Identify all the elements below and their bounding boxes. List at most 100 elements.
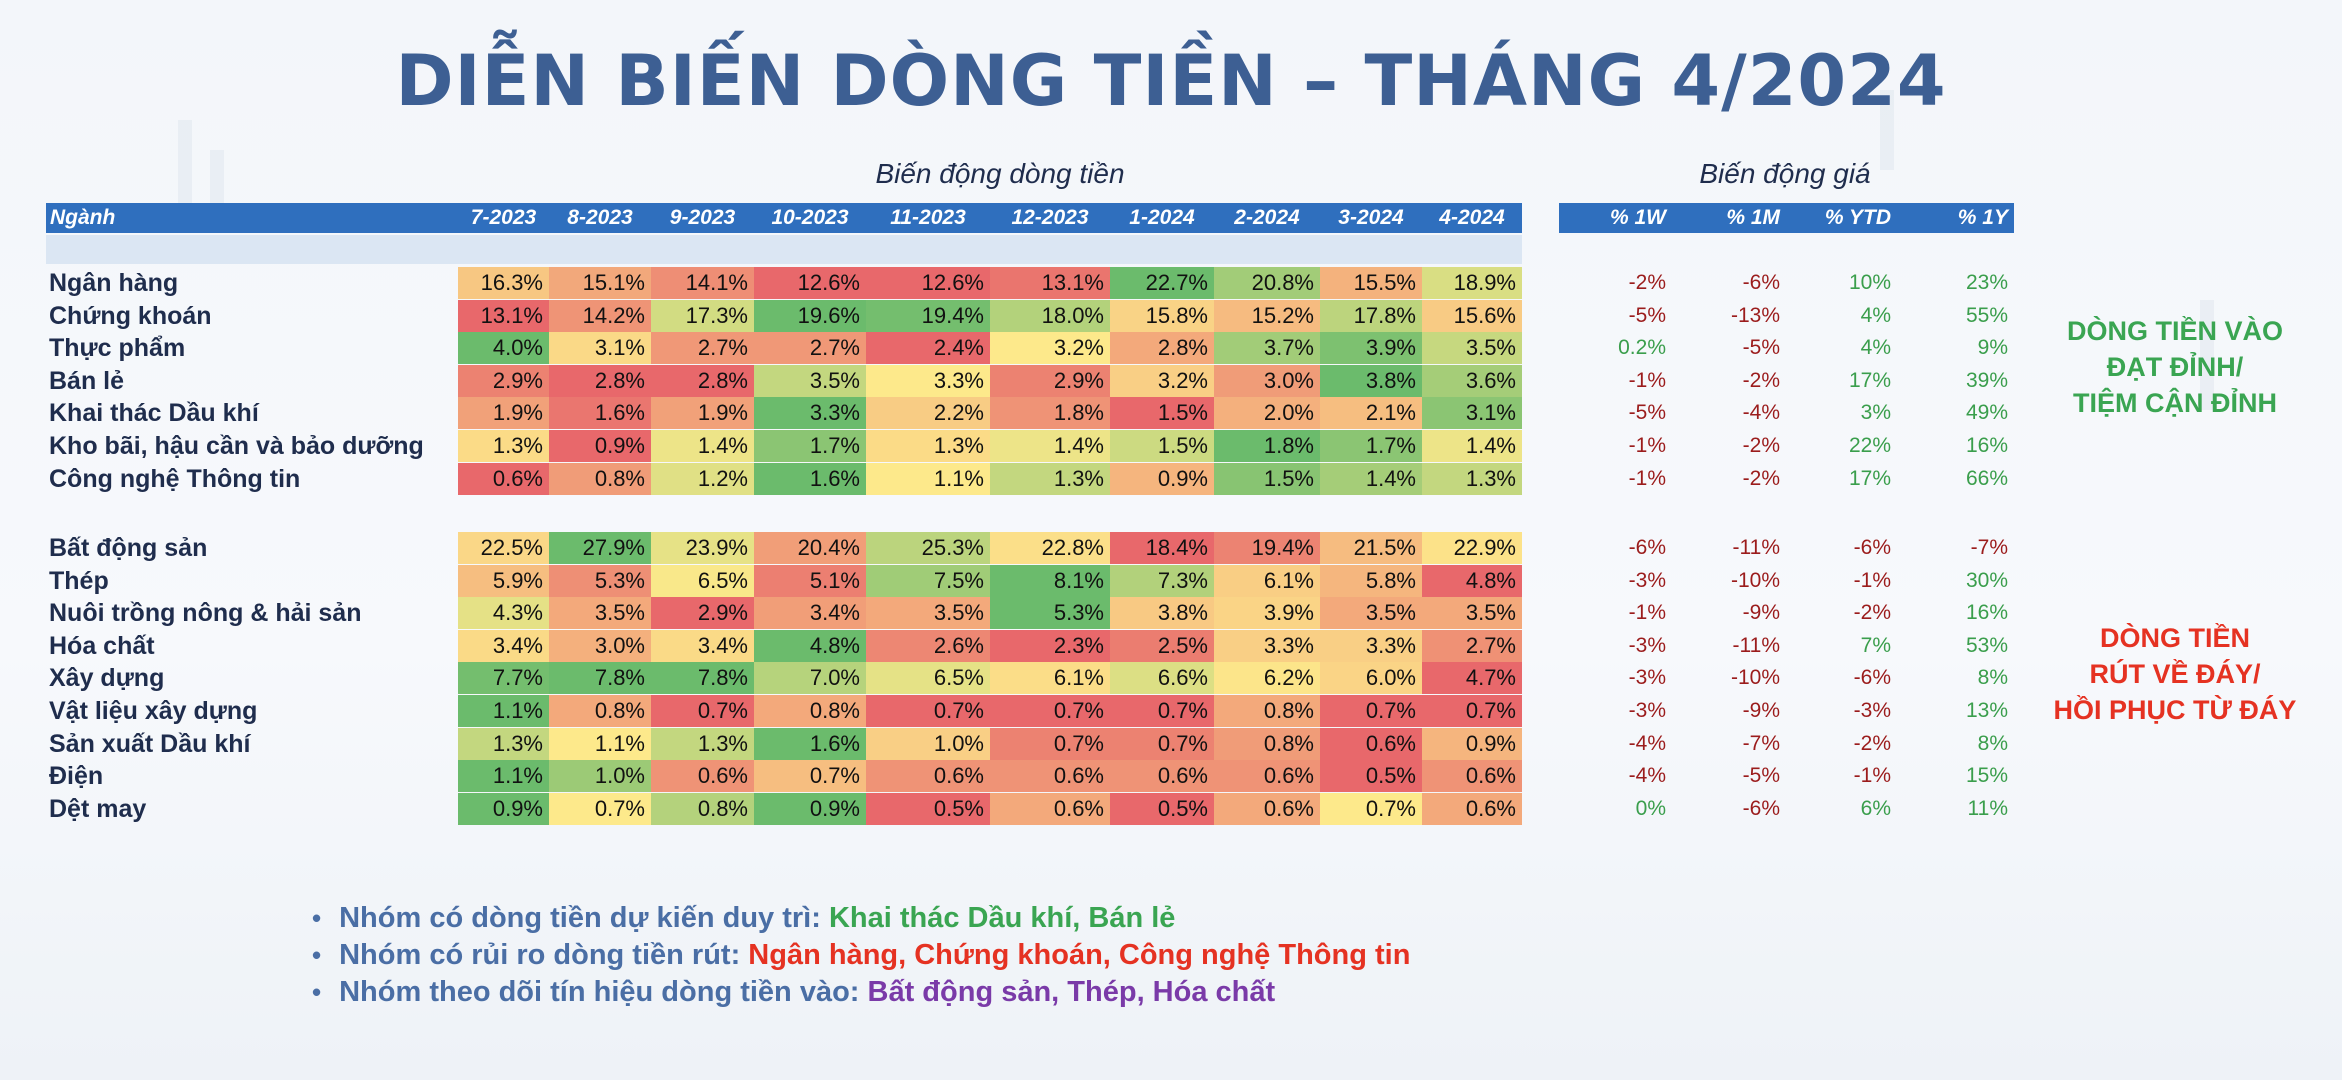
month-header: 10-2023 — [771, 206, 849, 229]
price-cell: -1% — [1853, 568, 1891, 592]
price-cell: -1% — [1628, 434, 1666, 457]
flow-cell: 18.0% — [990, 299, 1110, 332]
sector-label: Khai thác Dầu khí — [49, 399, 259, 428]
flow-cell: 0.9% — [458, 792, 549, 825]
flow-cell: 1.4% — [1320, 462, 1422, 495]
price-cell: -5% — [1742, 764, 1780, 788]
bullet-item: Nhóm có dòng tiền dự kiến duy trì: Khai … — [312, 900, 1410, 937]
price-cell: -3% — [1628, 568, 1666, 592]
flow-cell: 20.4% — [754, 532, 866, 564]
bullet-item: Nhóm có rủi ro dòng tiền rút: Ngân hàng,… — [312, 937, 1410, 974]
month-header: 11-2023 — [890, 206, 966, 229]
flow-cell: 27.9% — [549, 532, 651, 564]
flow-cell: 1.1% — [866, 462, 990, 495]
flow-cell: 6.5% — [651, 564, 754, 597]
flow-cell: 15.6% — [1422, 299, 1522, 332]
flow-header-row: Ngành 7-2023 8-2023 9-2023 10-2023 11-2023 12… — [46, 203, 1522, 233]
price-cell: 6% — [1860, 796, 1891, 820]
flow-cell: 1.0% — [549, 760, 651, 793]
flow-cell: 2.3% — [990, 629, 1110, 662]
flow-cell: 0.6% — [990, 792, 1110, 825]
flow-cell: 1.8% — [990, 397, 1110, 430]
month-header: 2-2024 — [1234, 206, 1300, 229]
month-header: 9-2023 — [669, 206, 736, 229]
flow-cell: 6.0% — [1320, 662, 1422, 695]
sector-label: Bán lẻ — [49, 366, 125, 395]
price-cell: 10% — [1848, 271, 1891, 294]
flow-cell: 0.7% — [651, 695, 754, 727]
note-outflow-bottom: DÒNG TIỀN RÚT VỀ ĐÁY/HỒI PHỤC TỪ ĐÁY — [2030, 620, 2320, 728]
price-cell: 3% — [1860, 401, 1891, 425]
flow-cell: 1.3% — [990, 462, 1110, 495]
page-title: DIỄN BIẾN DÒNG TIỀN – THÁNG 4/2024 — [395, 40, 1947, 122]
price-cell: -11% — [1732, 536, 1780, 559]
flow-cell: 19.6% — [754, 299, 866, 332]
flow-cell: 20.8% — [1214, 267, 1320, 299]
flow-cell: 0.8% — [1214, 727, 1320, 760]
flow-cell: 3.2% — [990, 332, 1110, 365]
flow-cell: 7.7% — [458, 662, 549, 695]
flow-cell: 14.2% — [549, 299, 651, 332]
flow-cell: 3.3% — [1320, 629, 1422, 662]
flow-cell: 15.2% — [1214, 299, 1320, 332]
flow-cell: 3.3% — [866, 364, 990, 397]
price-header: % YTD — [1824, 206, 1891, 229]
flow-cell: 0.5% — [1110, 792, 1214, 825]
flow-cell: 3.2% — [1110, 364, 1214, 397]
flow-cell: 3.4% — [651, 629, 754, 662]
flow-cell: 2.8% — [651, 364, 754, 397]
price-cell: -5% — [1628, 303, 1666, 327]
price-cell: 7% — [1860, 633, 1891, 657]
flow-cell: 0.6% — [1320, 727, 1422, 760]
price-cell: -1% — [1628, 601, 1666, 625]
flow-cell: 16.3% — [458, 267, 549, 299]
price-cell: 16% — [1965, 601, 2008, 625]
flow-cell: 15.1% — [549, 267, 651, 299]
sector-label: Hóa chất — [49, 631, 155, 660]
flow-cell: 12.6% — [754, 267, 866, 299]
price-cell: -13% — [1730, 303, 1780, 327]
price-cell: 23% — [1965, 271, 2008, 294]
flow-cell: 3.3% — [754, 397, 866, 430]
note-line: ĐẠT ĐỈNH/ — [2106, 352, 2244, 382]
flow-cell: 19.4% — [866, 299, 990, 332]
flow-cell: 7.0% — [754, 662, 866, 695]
flow-cell: 0.5% — [1320, 760, 1422, 793]
price-cell: 9% — [1977, 336, 2008, 360]
flow-cell: 3.9% — [1320, 332, 1422, 365]
subheader-band — [46, 235, 1522, 264]
flow-cell: 15.5% — [1320, 267, 1422, 299]
sector-label: Điện — [49, 762, 104, 791]
flow-cell: 2.5% — [1110, 629, 1214, 662]
flow-cell: 1.3% — [866, 430, 990, 462]
flow-cell: 2.2% — [866, 397, 990, 430]
sector-header: Ngành — [50, 206, 116, 229]
flow-cell: 1.4% — [651, 430, 754, 462]
flow-cell: 22.8% — [990, 532, 1110, 564]
bullet-sectors: Khai thác Dầu khí, Bán lẻ — [828, 902, 1176, 934]
flow-cell: 3.0% — [549, 629, 651, 662]
flow-cell: 0.6% — [651, 760, 754, 793]
price-cell: 30% — [1965, 568, 2008, 592]
sector-label: Bất động sản — [49, 534, 208, 562]
month-header: 8-2023 — [567, 206, 633, 229]
bullet-sectors: Ngân hàng, Chứng khoán, Công nghệ Thông … — [748, 939, 1411, 971]
flow-cell: 2.4% — [866, 332, 990, 365]
sector-label: Dệt may — [49, 794, 147, 823]
month-header: 3-2024 — [1338, 206, 1404, 229]
flow-cell: 18.9% — [1422, 267, 1522, 299]
price-cell: -9% — [1742, 601, 1780, 625]
price-cell: 13% — [1965, 699, 2008, 722]
flow-cell: 1.7% — [1320, 430, 1422, 462]
flow-cell: 5.3% — [990, 597, 1110, 630]
price-cell: 49% — [1965, 401, 2008, 425]
flow-cell: 2.7% — [651, 332, 754, 365]
flow-cell: 17.3% — [651, 299, 754, 332]
flow-cell: 5.8% — [1320, 564, 1422, 597]
price-group-label: Biến động giá — [1699, 158, 1871, 189]
sector-label: Thép — [49, 566, 109, 595]
flow-cell: 18.4% — [1110, 532, 1214, 564]
flow-cell: 0.7% — [1110, 727, 1214, 760]
price-cell: -3% — [1628, 666, 1666, 690]
price-header: % 1W — [1609, 206, 1666, 229]
